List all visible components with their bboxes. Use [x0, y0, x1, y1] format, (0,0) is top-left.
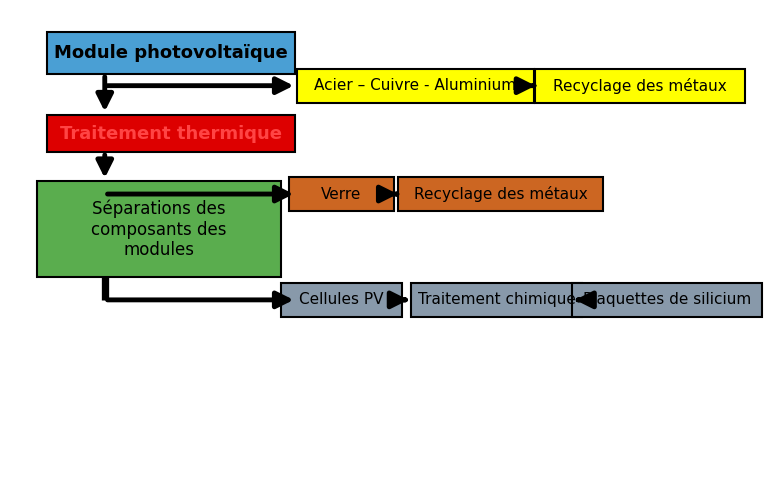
FancyBboxPatch shape: [47, 31, 295, 74]
FancyBboxPatch shape: [47, 115, 295, 152]
Text: Acier – Cuivre - Aluminium: Acier – Cuivre - Aluminium: [314, 78, 516, 93]
FancyBboxPatch shape: [297, 69, 534, 103]
Text: Séparations des
composants des
modules: Séparations des composants des modules: [92, 199, 227, 260]
Text: Module photovoltaïque: Module photovoltaïque: [54, 44, 288, 62]
FancyBboxPatch shape: [289, 177, 394, 211]
Text: Verre: Verre: [321, 186, 362, 202]
Text: Traitement thermique: Traitement thermique: [60, 124, 282, 143]
FancyBboxPatch shape: [411, 283, 582, 317]
FancyBboxPatch shape: [573, 283, 762, 317]
Text: Recyclage des métaux: Recyclage des métaux: [553, 78, 727, 94]
Text: Cellules PV: Cellules PV: [300, 292, 383, 307]
FancyBboxPatch shape: [281, 283, 402, 317]
Text: Recyclage des métaux: Recyclage des métaux: [414, 186, 587, 202]
FancyBboxPatch shape: [36, 181, 281, 277]
Text: Plaquettes de silicium: Plaquettes de silicium: [584, 292, 751, 307]
FancyBboxPatch shape: [397, 177, 604, 211]
FancyBboxPatch shape: [535, 69, 745, 103]
Text: Traitement chimique: Traitement chimique: [417, 292, 576, 307]
